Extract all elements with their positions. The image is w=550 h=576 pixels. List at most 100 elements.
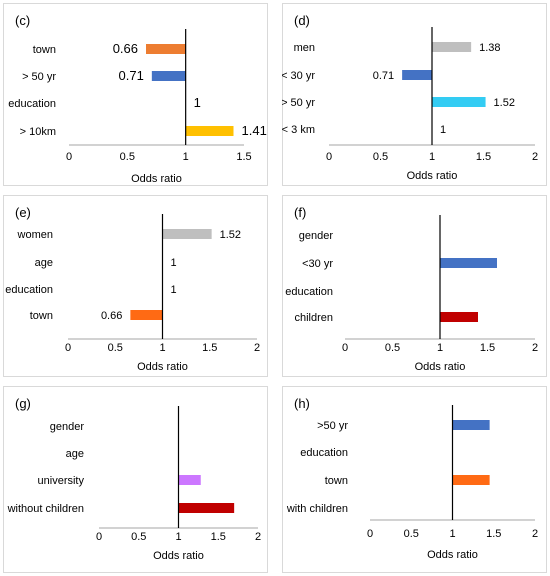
bar <box>440 258 497 268</box>
category-label: men <box>294 42 315 54</box>
category-label: education <box>285 286 333 298</box>
category-label: education <box>5 284 53 296</box>
category-label: > 50 yr <box>22 71 56 83</box>
panel-label: (h) <box>294 396 310 411</box>
category-label: town <box>325 475 348 487</box>
chart-panel-4: (f) 0 0.5 1 1.5 2 Odds ratio gender <30 yr educat… <box>282 195 547 377</box>
x-tick-label: 1.5 <box>476 151 491 163</box>
data-label: 1 <box>171 257 177 269</box>
panel-border <box>3 3 268 186</box>
x-axis-label: Odds ratio <box>407 170 458 182</box>
bar <box>185 126 234 136</box>
x-tick-label: 0 <box>367 528 373 540</box>
panel-border <box>3 386 268 573</box>
bar <box>130 310 163 320</box>
category-label: university <box>38 475 85 487</box>
data-label: 1 <box>194 95 201 110</box>
bar <box>151 71 186 81</box>
data-label: 1 <box>171 284 177 296</box>
x-tick-label: 2 <box>532 151 538 163</box>
category-label: < 30 yr <box>282 70 315 82</box>
category-label: gender <box>299 230 334 242</box>
x-tick-label: 1 <box>449 528 455 540</box>
x-tick-label: 2 <box>532 528 538 540</box>
category-label: town <box>33 44 56 56</box>
x-tick-label: 1 <box>437 342 443 354</box>
x-tick-label: 1.5 <box>236 151 251 163</box>
x-tick-label: 1.5 <box>480 342 495 354</box>
data-label: 0.71 <box>373 70 394 82</box>
category-label: education <box>8 98 56 110</box>
x-tick-label: 1 <box>183 151 189 163</box>
category-label: gender <box>50 421 85 433</box>
x-tick-label: 2 <box>254 342 260 354</box>
x-tick-label: 0.5 <box>373 151 388 163</box>
data-label: 0.66 <box>113 41 138 56</box>
data-label: 0.71 <box>119 68 144 83</box>
panel-label: (e) <box>15 205 31 220</box>
x-tick-label: 0 <box>66 151 72 163</box>
category-label: <30 yr <box>302 258 333 270</box>
x-tick-label: 0.5 <box>120 151 135 163</box>
x-axis-label: Odds ratio <box>131 173 182 185</box>
panel-border <box>3 195 268 377</box>
bar <box>162 229 212 239</box>
bar <box>146 44 186 54</box>
x-tick-label: 1.5 <box>202 342 217 354</box>
data-label: 1.52 <box>220 229 241 241</box>
x-tick-label: 2 <box>255 531 261 543</box>
x-axis-label: Odds ratio <box>415 361 466 373</box>
x-axis-label: Odds ratio <box>153 550 204 562</box>
x-tick-label: 0.5 <box>404 528 419 540</box>
panel-border <box>282 195 547 377</box>
x-axis-label: Odds ratio <box>427 549 478 561</box>
bar <box>452 475 490 485</box>
panel-border <box>282 3 547 186</box>
chart-panel-1: (c) 0 0.5 1 1.5 Odds ratio town 0.66 > 50 yr 0.71… <box>3 3 268 186</box>
x-tick-label: 1.5 <box>211 531 226 543</box>
x-tick-label: 0.5 <box>108 342 123 354</box>
category-label: > 10km <box>20 126 56 138</box>
x-tick-label: 0 <box>342 342 348 354</box>
data-label: 1.38 <box>479 42 500 54</box>
bar <box>432 42 472 52</box>
chart-panel-6: (h) 0 0.5 1 1.5 2 Odds ratio >50 yr education tow… <box>282 386 547 573</box>
panel-label: (d) <box>294 13 310 28</box>
category-label: age <box>66 448 84 460</box>
category-label: >50 yr <box>317 420 348 432</box>
bar <box>440 312 478 322</box>
bar <box>178 475 201 485</box>
category-label: age <box>35 257 53 269</box>
category-label: town <box>30 310 53 322</box>
chart-panel-5: (g) 0 0.5 1 1.5 2 Odds ratio gender age universit… <box>3 386 268 573</box>
category-label: with children <box>286 503 348 515</box>
panel-border <box>282 386 547 573</box>
x-tick-label: 1.5 <box>486 528 501 540</box>
chart-panel-2: (d) 0 0.5 1 1.5 2 Odds ratio men 1.38 < 30 yr 0.71… <box>282 3 547 186</box>
category-label: without children <box>7 503 84 515</box>
x-tick-label: 0.5 <box>131 531 146 543</box>
bar <box>432 97 486 107</box>
category-label: children <box>294 312 333 324</box>
panel-label: (g) <box>15 396 31 411</box>
x-tick-label: 2 <box>532 342 538 354</box>
x-tick-label: 0 <box>65 342 71 354</box>
category-label: education <box>300 447 348 459</box>
x-tick-label: 1 <box>429 151 435 163</box>
bar <box>402 70 432 80</box>
x-tick-label: 0 <box>96 531 102 543</box>
category-label: < 3 km <box>282 124 315 136</box>
panel-label: (f) <box>294 205 306 220</box>
data-label: 1.41 <box>242 123 267 138</box>
x-tick-label: 1 <box>175 531 181 543</box>
x-tick-label: 0.5 <box>385 342 400 354</box>
x-tick-label: 1 <box>159 342 165 354</box>
data-label: 1 <box>440 124 446 136</box>
x-tick-label: 0 <box>326 151 332 163</box>
bar <box>452 420 490 430</box>
x-axis-label: Odds ratio <box>137 361 188 373</box>
category-label: women <box>17 229 53 241</box>
bar <box>178 503 235 513</box>
